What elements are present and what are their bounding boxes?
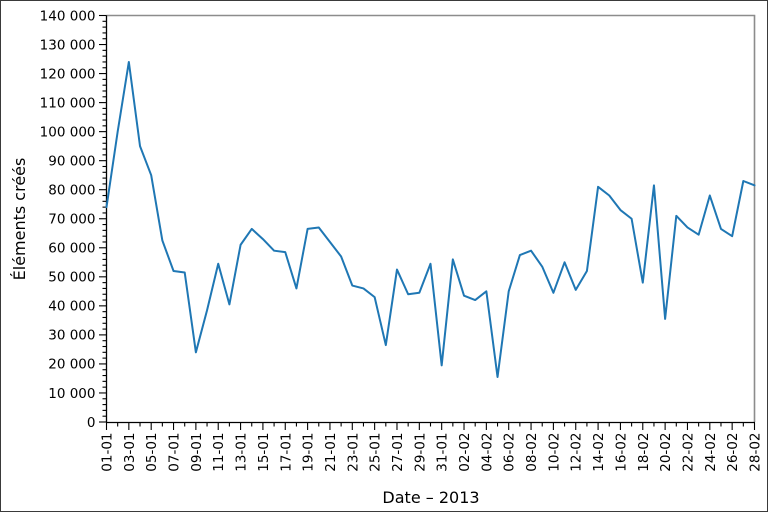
x-tick-label: 07-01	[167, 433, 183, 472]
x-tick-label: 10-02	[546, 433, 562, 472]
x-tick-label: 06-02	[502, 433, 518, 472]
y-tick-label: 40 000	[48, 299, 95, 315]
y-tick-label: 90 000	[48, 153, 95, 169]
x-tick-label: 08-02	[524, 433, 540, 472]
x-tick-label: 02-02	[457, 433, 473, 472]
x-axis-title: Date – 2013	[382, 488, 480, 507]
y-tick-label: 30 000	[48, 328, 95, 344]
x-tick-label: 19-01	[301, 433, 317, 472]
x-tick-label: 11-01	[211, 433, 227, 472]
x-tick-label: 20-02	[658, 433, 674, 472]
x-tick-label: 15-01	[256, 433, 272, 472]
x-tick-label: 05-01	[144, 433, 160, 472]
x-tick-label: 18-02	[636, 433, 652, 472]
x-tick-label: 13-01	[234, 433, 250, 472]
x-tick-label: 03-01	[122, 433, 138, 472]
x-tick-label: 22-02	[680, 433, 696, 472]
y-tick-label: 70 000	[48, 212, 95, 228]
y-tick-label: 10 000	[48, 386, 95, 402]
x-tick-label: 16-02	[613, 433, 629, 472]
y-tick-label: 50 000	[48, 270, 95, 286]
y-tick-label: 0	[87, 415, 96, 431]
y-tick-label: 140 000	[40, 8, 96, 24]
x-tick-label: 14-02	[591, 433, 607, 472]
y-tick-label: 110 000	[40, 95, 96, 111]
x-tick-label: 31-01	[435, 433, 451, 472]
y-tick-label: 130 000	[40, 37, 96, 53]
y-tick-label: 80 000	[48, 183, 95, 199]
x-tick-label: 23-01	[345, 433, 361, 472]
x-tick-label: 29-01	[412, 433, 428, 472]
x-tick-label: 24-02	[703, 433, 719, 472]
x-tick-label: 17-01	[278, 433, 294, 472]
data-line	[105, 60, 756, 378]
x-tick-label: 12-02	[569, 433, 585, 472]
x-tick-label: 09-01	[189, 433, 205, 472]
y-tick-label: 20 000	[48, 357, 95, 373]
x-tick-label: 26-02	[725, 433, 741, 472]
x-tick-label: 21-01	[323, 433, 339, 472]
x-tick-label: 01-01	[100, 433, 116, 472]
y-tick-label: 60 000	[48, 241, 95, 257]
y-tick-label: 120 000	[40, 66, 96, 82]
x-tick-label: 27-01	[390, 433, 406, 472]
x-tick-label: 04-02	[479, 433, 495, 472]
y-tick-label: 100 000	[40, 124, 96, 140]
y-axis-title: Éléments créés	[10, 157, 29, 281]
x-tick-label: 28-02	[748, 433, 764, 472]
x-tick-label: 25-01	[368, 433, 384, 472]
